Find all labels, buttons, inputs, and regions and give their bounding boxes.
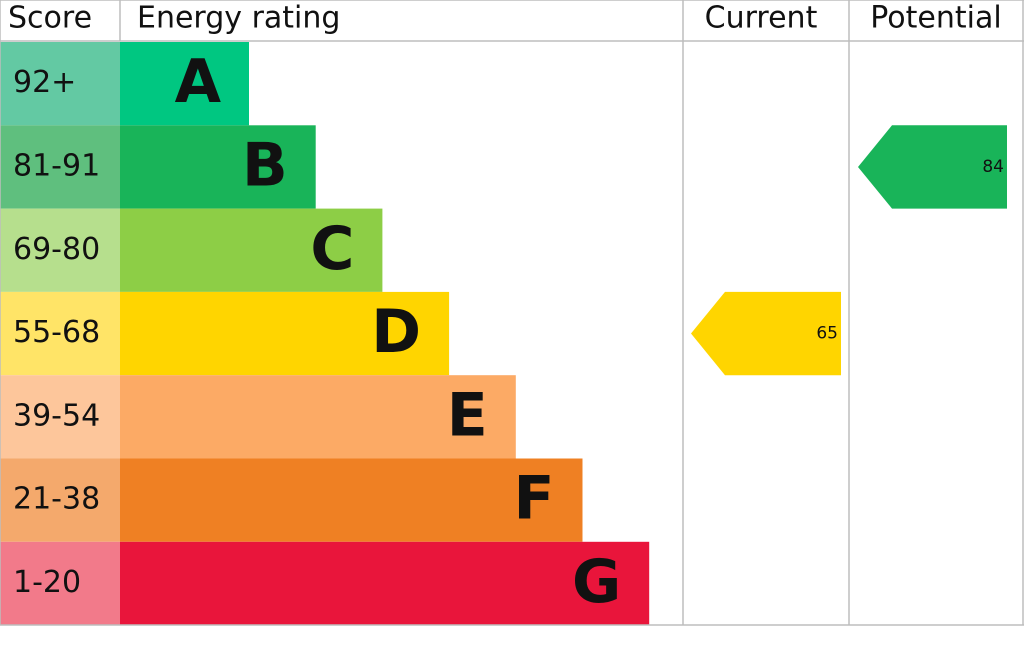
rating-letter: D <box>371 297 421 367</box>
rating-bar <box>120 375 516 459</box>
score-cell <box>0 458 120 542</box>
score-range: 69-80 <box>13 232 100 267</box>
score-cell <box>0 208 120 292</box>
header: Score <box>8 1 92 36</box>
score-range: 81-91 <box>13 148 100 183</box>
rating-letter: A <box>175 47 222 117</box>
score-cell <box>0 125 120 209</box>
header: Potential <box>870 1 1001 36</box>
rating-value: 65 <box>816 324 838 344</box>
header: Energy rating <box>137 1 340 36</box>
score-range: 55-68 <box>13 315 100 350</box>
score-range: 1-20 <box>13 565 81 600</box>
score-range: 21-38 <box>13 482 100 517</box>
rating-letter: E <box>447 380 488 450</box>
score-range: 39-54 <box>13 398 100 433</box>
score-cell <box>0 42 120 126</box>
score-cell <box>0 291 120 376</box>
score-cell <box>0 541 120 626</box>
rating-letter: F <box>514 464 555 534</box>
rating-arrow <box>691 291 841 376</box>
score-range: 92+ <box>13 65 76 100</box>
rating-arrow <box>858 125 1007 209</box>
rating-letter: C <box>310 214 354 284</box>
rating-letter: B <box>242 131 288 201</box>
rating-letter: G <box>572 547 621 617</box>
rating-bar <box>120 291 450 376</box>
rating-value: 84 <box>982 157 1004 177</box>
rating-bar <box>120 42 249 126</box>
rating-bar <box>120 125 316 209</box>
rating-bar <box>120 208 383 292</box>
score-cell <box>0 375 120 459</box>
rating-bar <box>120 541 650 626</box>
rating-bar <box>120 458 583 542</box>
header: Current <box>705 1 818 36</box>
